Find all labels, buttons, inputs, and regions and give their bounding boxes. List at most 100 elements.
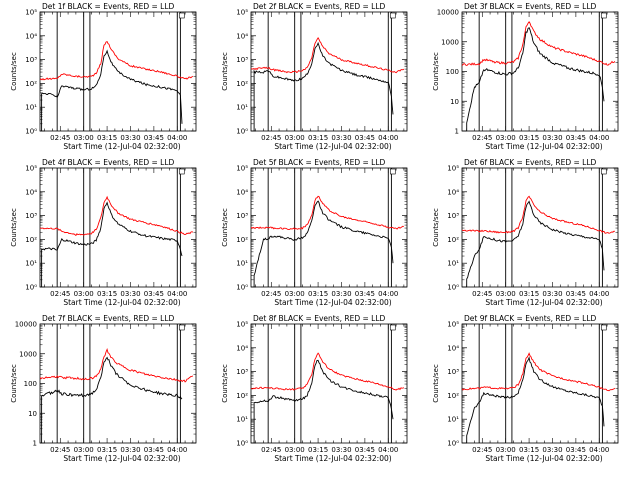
x-axis: 02:45 03:00 03:15 03:30 03:45 04:00 (255, 168, 405, 298)
x-tick-label: 03:30 (331, 290, 351, 298)
x-tick-label: 03:15 (308, 446, 328, 454)
y-axis: 10⁰ 10¹ 10² 10³ 10⁴ 10⁵ (447, 165, 618, 292)
panel-title: Det 9f BLACK = Events, RED = LLD (464, 314, 597, 323)
x-tick-label: 03:45 (355, 446, 375, 454)
y-axis-label: Counts/sec (10, 52, 18, 91)
y-tick-label: 10³ (25, 56, 37, 64)
y-tick-label: 10¹ (236, 104, 248, 112)
x-tick-label: 03:30 (542, 290, 562, 298)
x-tick-label: 04:00 (589, 290, 609, 298)
corner-square-marker (600, 168, 607, 175)
x-tick-label: 04:00 (589, 446, 609, 454)
y-tick-label: 10¹ (236, 416, 248, 424)
panel-title: Det 4f BLACK = Events, RED = LLD (42, 158, 175, 167)
y-axis: 10⁰ 10¹ 10² 10³ 10⁴ 10⁵ (25, 165, 196, 292)
black-events-series (41, 49, 183, 131)
y-tick-label: 10² (25, 80, 37, 88)
y-tick-label: 10⁴ (447, 344, 459, 352)
x-tick-label: 02:45 (472, 134, 492, 142)
x-axis: 02:45 03:00 03:15 03:30 03:45 04:00 (466, 168, 616, 298)
x-tick-label: 02:45 (472, 446, 492, 454)
y-axis: 1 10 100 1000 10000 (437, 9, 618, 136)
y-tick-label: 10⁰ (25, 284, 37, 292)
x-tick-label: 04:00 (167, 290, 187, 298)
y-tick-label: 10⁴ (236, 344, 248, 352)
y-tick-label: 10¹ (447, 260, 459, 268)
detector-panel-9: Det 9f BLACK = Events, RED = LLD10⁰10¹10… (432, 314, 619, 463)
x-tick-label: 02:45 (261, 134, 281, 142)
y-tick-label: 10⁰ (236, 284, 248, 292)
y-tick-label: 10⁴ (25, 188, 37, 196)
red-lld-series (251, 37, 405, 74)
y-tick-label: 1000 (19, 350, 37, 358)
y-tick-label: 100 (446, 68, 459, 76)
y-tick-label: 1 (455, 128, 459, 136)
y-tick-label: 10⁴ (447, 188, 459, 196)
red-lld-series (40, 195, 194, 237)
plot-frame (461, 323, 619, 444)
x-tick-label: 03:45 (566, 134, 586, 142)
x-tick-label: 03:00 (74, 290, 94, 298)
y-tick-label: 10¹ (236, 260, 248, 268)
x-tick-label: 04:00 (378, 290, 398, 298)
black-events-series (41, 356, 183, 443)
corner-square-marker (600, 324, 607, 331)
x-axis-label: Start Time (12-Jul-04 02:32:00) (274, 298, 391, 307)
y-tick-label: 10⁵ (25, 9, 37, 17)
x-axis: 02:45 03:00 03:15 03:30 03:45 04:00 (44, 324, 194, 454)
y-tick-label: 10³ (236, 56, 248, 64)
red-lld-series (251, 195, 405, 231)
x-axis: 02:45 03:00 03:15 03:30 03:45 04:00 (44, 168, 194, 298)
detector-panel-4: Det 4f BLACK = Events, RED = LLD10⁰10¹10… (10, 158, 197, 307)
x-tick-label: 04:00 (167, 446, 187, 454)
corner-square-marker (389, 324, 396, 331)
corner-square-marker (178, 12, 185, 19)
plot-frame (250, 167, 408, 288)
x-tick-label: 03:45 (355, 134, 375, 142)
y-tick-label: 1 (33, 440, 37, 448)
y-axis-label: Counts/sec (432, 52, 440, 91)
y-tick-label: 10⁵ (447, 165, 459, 173)
detector-panel-5: Det 5f BLACK = Events, RED = LLD 10⁰ 10¹ 10… (221, 158, 408, 307)
black-events-series (466, 200, 605, 287)
detector-panel-2: Det 2f BLACK = Events, RED = LLD10⁰10¹10… (221, 2, 408, 151)
black-events-series (253, 41, 394, 131)
y-tick-label: 10⁵ (236, 321, 248, 329)
x-axis: 02:45 03:00 03:15 03:30 03:45 04:00 (466, 12, 616, 142)
x-tick-label: 03:45 (144, 134, 164, 142)
plot-frame (461, 167, 619, 288)
x-tick-label: 03:30 (120, 446, 140, 454)
panel-title: Det 7f BLACK = Events, RED = LLD (42, 314, 175, 323)
x-tick-label: 04:00 (589, 134, 609, 142)
red-lld-series (40, 348, 194, 383)
y-tick-label: 10⁵ (236, 9, 248, 17)
y-tick-label: 10⁰ (447, 284, 459, 292)
black-events-series (466, 27, 605, 131)
plot-frame (39, 167, 197, 288)
x-tick-label: 03:30 (120, 134, 140, 142)
plot-frame (461, 11, 619, 132)
x-axis-label: Start Time (12-Jul-04 02:32:00) (274, 454, 391, 463)
x-tick-label: 03:30 (542, 446, 562, 454)
x-tick-label: 02:45 (261, 446, 281, 454)
panel-title: Det 5f BLACK = Events, RED = LLD (253, 158, 386, 167)
plot-frame (250, 323, 408, 444)
y-tick-label: 10³ (25, 212, 37, 220)
red-lld-series (251, 352, 405, 391)
y-tick-label: 10⁵ (25, 165, 37, 173)
y-tick-label: 10⁰ (447, 440, 459, 448)
panel-title: Det 3f BLACK = Events, RED = LLD (464, 2, 597, 11)
red-lld-series (462, 20, 616, 66)
x-tick-label: 03:00 (285, 290, 305, 298)
x-tick-label: 03:15 (519, 290, 539, 298)
x-tick-label: 03:45 (355, 290, 375, 298)
y-tick-label: 10¹ (25, 104, 37, 112)
y-axis-label: Counts/sec (432, 364, 440, 403)
x-tick-label: 04:00 (378, 134, 398, 142)
x-tick-label: 03:00 (74, 446, 94, 454)
y-tick-label: 10² (236, 236, 248, 244)
x-tick-label: 04:00 (167, 134, 187, 142)
plot-frame (39, 323, 197, 444)
corner-square-marker (389, 12, 396, 19)
